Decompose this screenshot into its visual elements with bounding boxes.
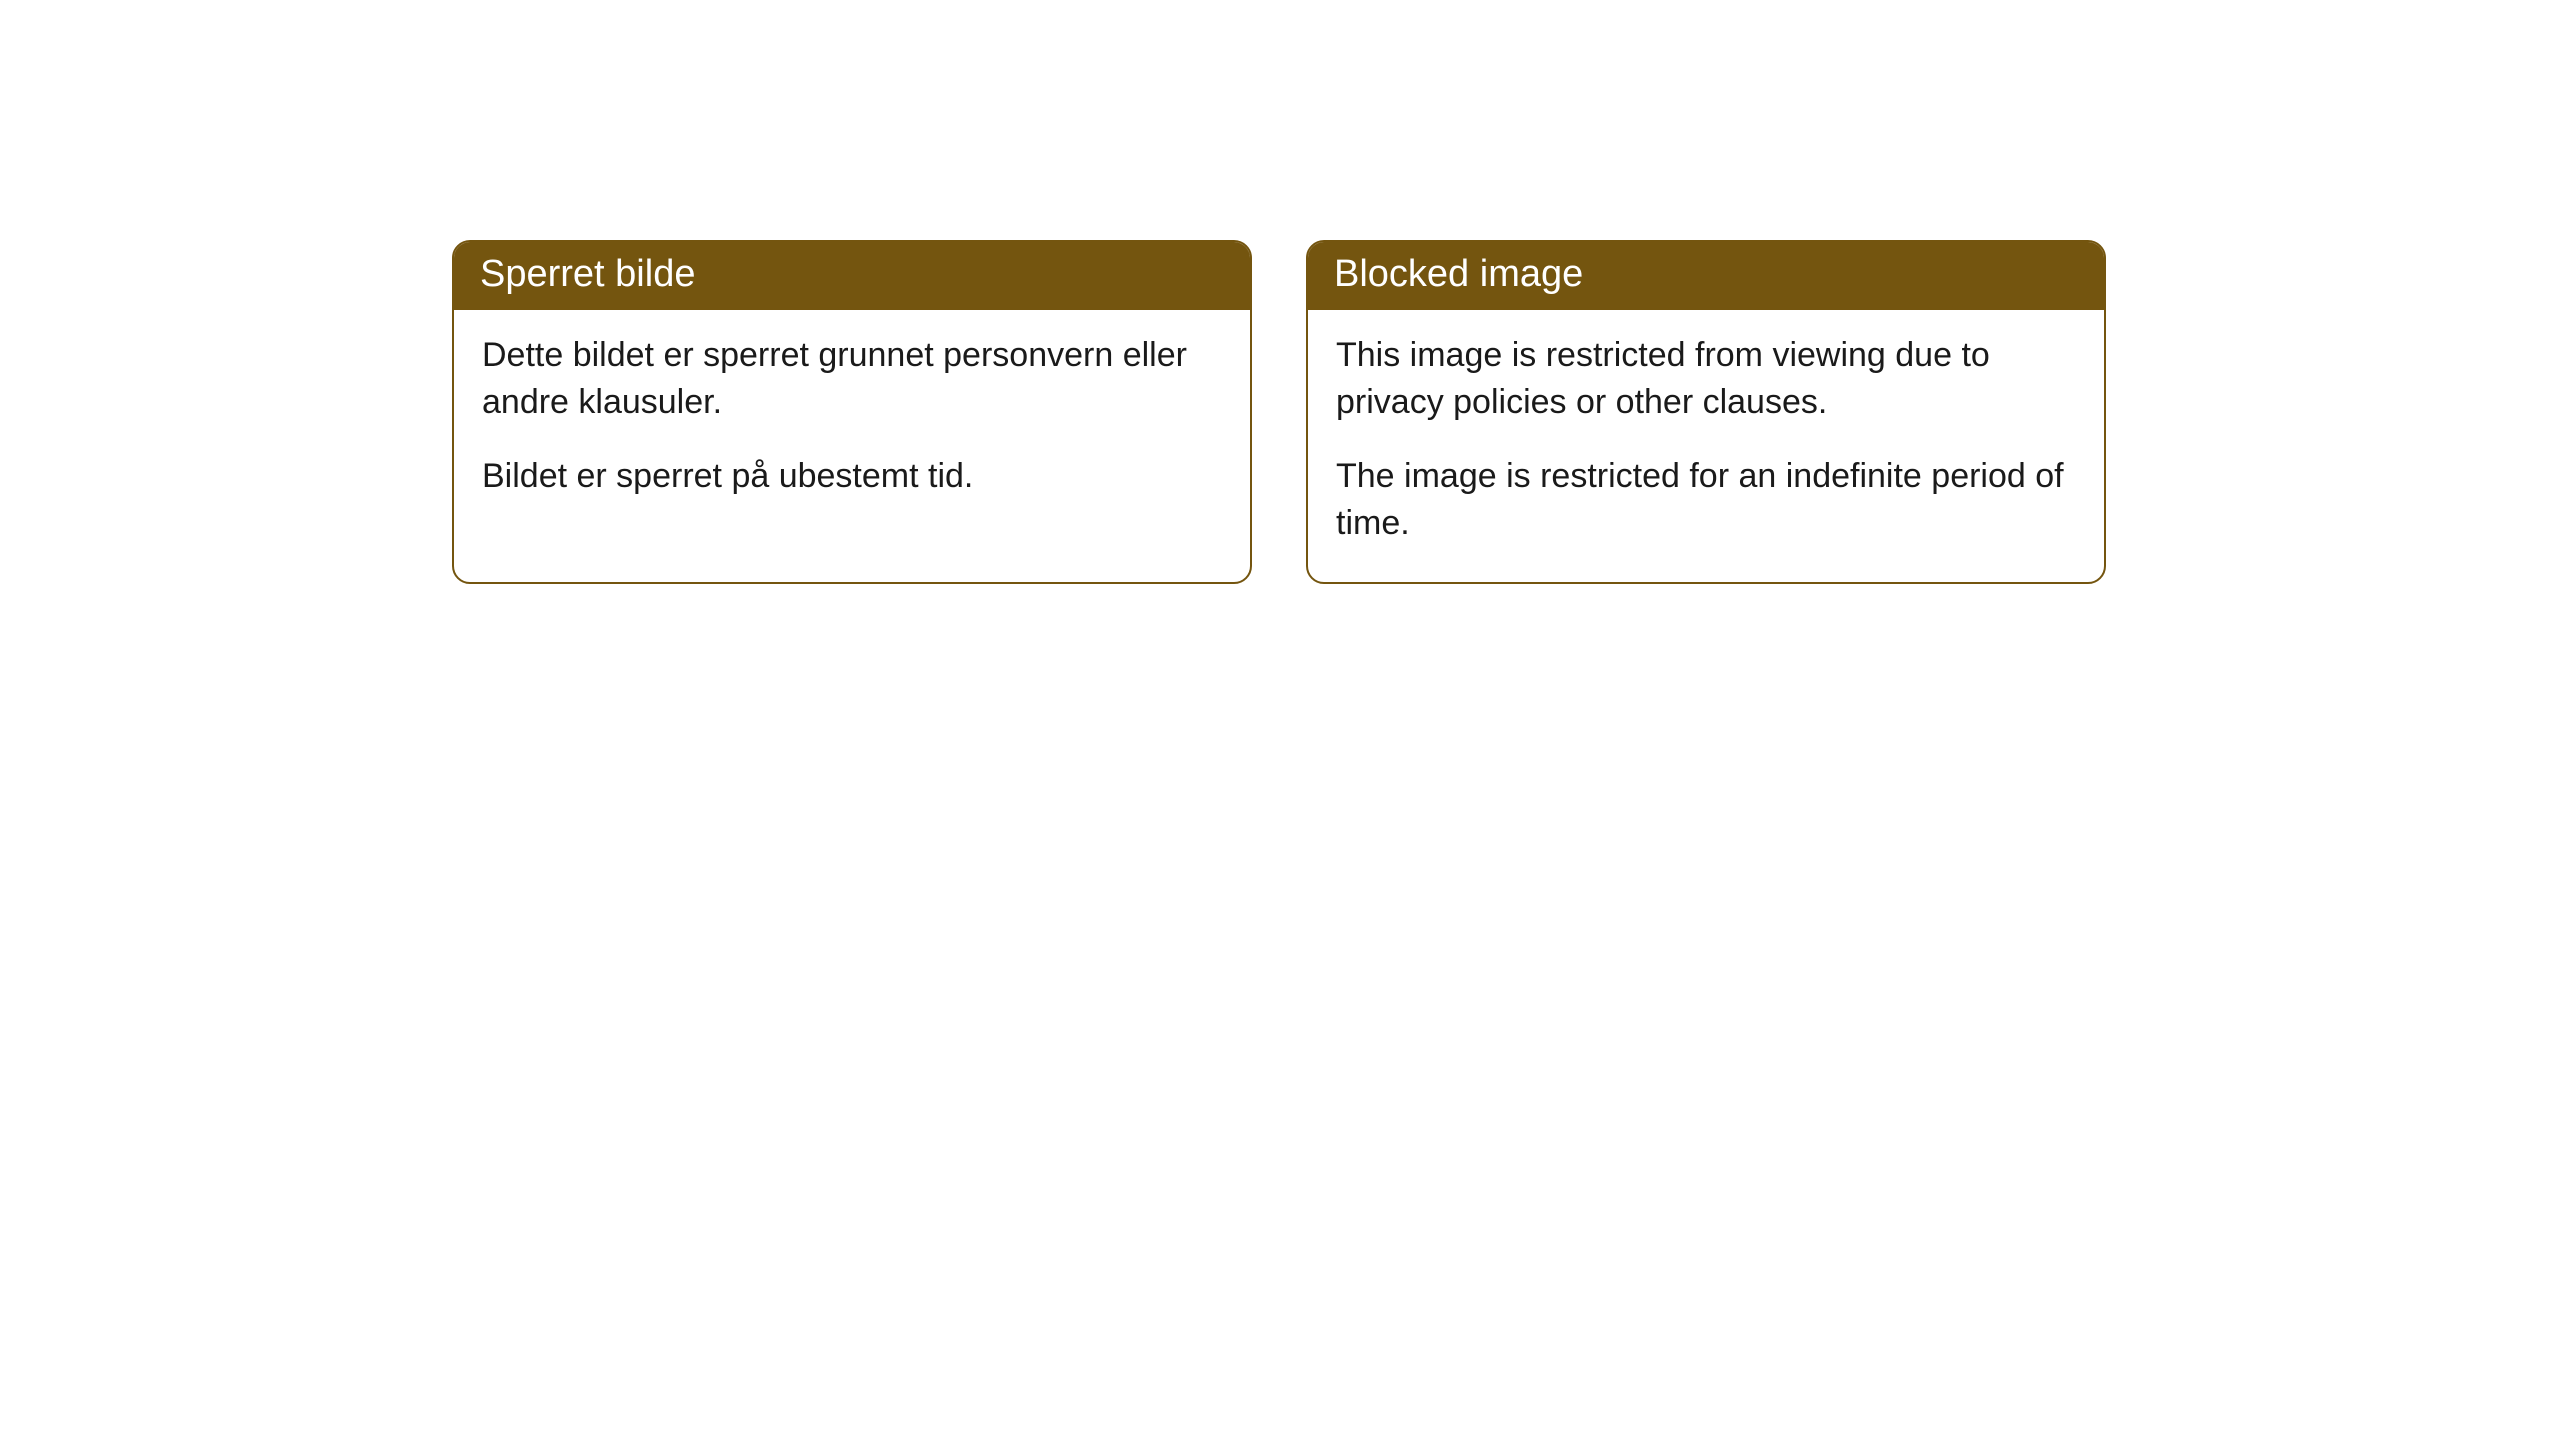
card-text-no-1: Dette bildet er sperret grunnet personve… [482,332,1222,427]
card-body-en: This image is restricted from viewing du… [1308,310,2104,582]
notice-cards-container: Sperret bilde Dette bildet er sperret gr… [452,240,2106,584]
card-text-no-2: Bildet er sperret på ubestemt tid. [482,453,1222,501]
blocked-image-card-en: Blocked image This image is restricted f… [1306,240,2106,584]
card-text-en-2: The image is restricted for an indefinit… [1336,453,2076,548]
card-header-en: Blocked image [1308,242,2104,310]
card-header-no: Sperret bilde [454,242,1250,310]
card-text-en-1: This image is restricted from viewing du… [1336,332,2076,427]
card-body-no: Dette bildet er sperret grunnet personve… [454,310,1250,535]
blocked-image-card-no: Sperret bilde Dette bildet er sperret gr… [452,240,1252,584]
